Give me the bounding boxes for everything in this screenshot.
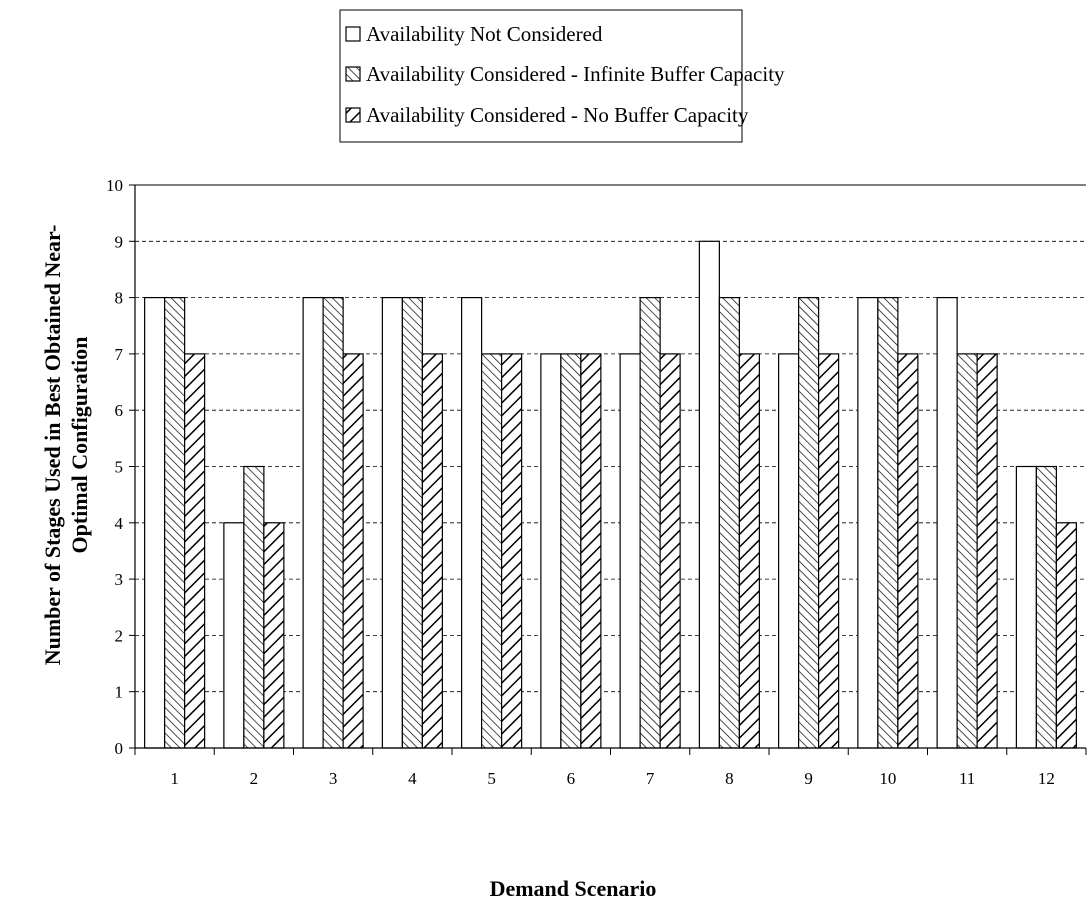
bar (144, 297, 166, 749)
bar (718, 297, 740, 749)
bar (897, 353, 919, 749)
legend-swatch-fine-hatch (345, 66, 361, 82)
bar (243, 465, 265, 749)
bar (1015, 465, 1037, 749)
y-tick-label: 4 (115, 514, 124, 533)
y-tick-label: 7 (115, 345, 124, 364)
x-tick-label: 7 (646, 769, 655, 788)
bar (342, 353, 364, 749)
bar (164, 297, 186, 749)
bar (501, 353, 523, 749)
bar (540, 353, 562, 749)
legend-item-availability-not-considered: Availability Not Considered (345, 22, 603, 46)
y-axis-title-line-1: Number of Stages Used in Best Obtained N… (40, 225, 65, 666)
legend-swatch-wide-hatch (345, 107, 361, 123)
bar (956, 353, 978, 749)
bar (619, 353, 641, 749)
bar (421, 353, 443, 749)
bar (818, 353, 840, 749)
x-tick-label: 8 (725, 769, 734, 788)
bar (778, 353, 800, 749)
y-tick-label: 8 (115, 289, 124, 308)
x-tick-label: 9 (804, 769, 813, 788)
x-tick-label: 11 (959, 769, 975, 788)
legend-label: Availability Considered - Infinite Buffe… (366, 62, 785, 86)
y-tick-label: 9 (115, 232, 124, 251)
bar (857, 297, 879, 749)
legend-item-no-buffer: Availability Considered - No Buffer Capa… (345, 103, 749, 127)
x-tick-label: 12 (1038, 769, 1055, 788)
y-tick-label: 2 (115, 626, 124, 645)
x-tick-label: 1 (170, 769, 179, 788)
bar (738, 353, 760, 749)
legend-box (339, 9, 743, 143)
y-tick-label: 10 (106, 176, 123, 195)
bar (1055, 522, 1077, 749)
x-axis-title: Demand Scenario (490, 876, 657, 901)
bar (481, 353, 503, 749)
bar (263, 522, 285, 749)
y-tick-label: 1 (115, 683, 124, 702)
y-tick-label: 3 (115, 570, 124, 589)
y-tick-label: 0 (115, 739, 124, 758)
bar (798, 297, 820, 749)
bar (976, 353, 998, 749)
bar (659, 353, 681, 749)
legend-label: Availability Considered - No Buffer Capa… (366, 103, 749, 127)
legend-label: Availability Not Considered (366, 22, 603, 46)
x-tick-label: 2 (250, 769, 259, 788)
y-tick-label: 5 (115, 458, 124, 477)
bar (936, 297, 958, 749)
x-tick-label: 4 (408, 769, 417, 788)
x-tick-label: 3 (329, 769, 338, 788)
legend: Availability Not Considered Availability… (339, 9, 785, 143)
x-tick-label: 10 (879, 769, 896, 788)
x-tick-label: 5 (487, 769, 496, 788)
bar (580, 353, 602, 749)
y-tick-label: 6 (115, 401, 124, 420)
bar (560, 353, 582, 749)
legend-swatch-plain (345, 26, 361, 42)
bar (223, 522, 245, 749)
bar (877, 297, 899, 749)
bar (401, 297, 423, 749)
bar (698, 240, 720, 749)
bar (461, 297, 483, 749)
bar (1035, 465, 1057, 749)
x-tick-label: 6 (567, 769, 576, 788)
bar (184, 353, 206, 749)
bar (302, 297, 324, 749)
legend-item-infinite-buffer: Availability Considered - Infinite Buffe… (345, 62, 785, 86)
bar (639, 297, 661, 749)
bar (381, 297, 403, 749)
y-axis-title-line-2: Optimal Configuration (67, 337, 92, 554)
bar (322, 297, 344, 749)
